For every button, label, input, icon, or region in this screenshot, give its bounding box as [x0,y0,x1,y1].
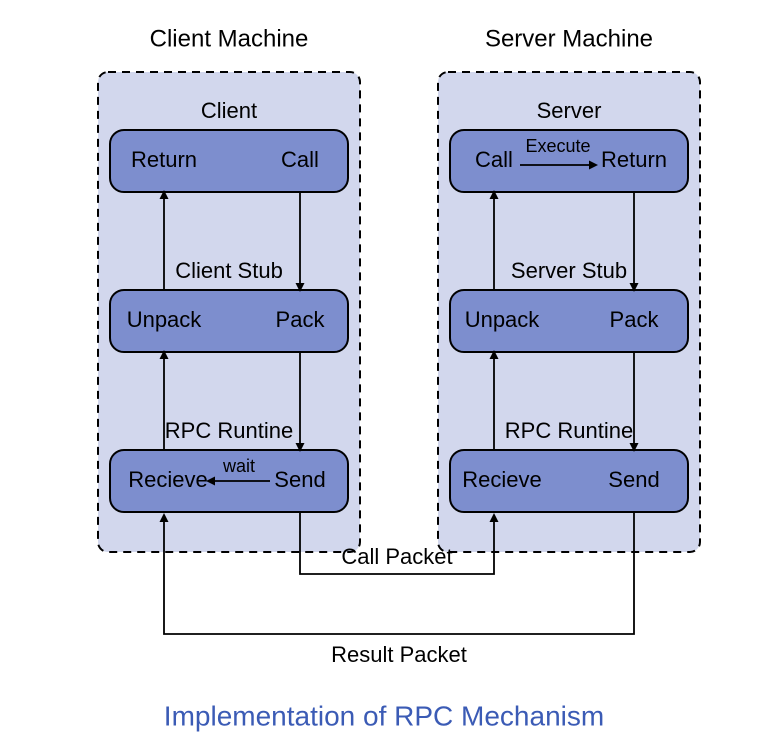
server-send: Send [608,467,659,492]
client-stub-title: Client Stub [175,258,283,283]
server-top-title: Server [537,98,602,123]
client-return: Return [131,147,197,172]
server-runtime-title: RPC Runtine [505,418,633,443]
diagram-caption: Implementation of RPC Mechanism [164,700,604,731]
client-wait-label: wait [222,456,255,476]
server-execute-label: Execute [525,136,590,156]
client-send: Send [274,467,325,492]
server-stub-title: Server Stub [511,258,627,283]
client-unpack: Unpack [127,307,203,332]
client-top-title: Client [201,98,257,123]
call-packet-label: Call Packet [341,544,452,569]
server-receive: Recieve [462,467,541,492]
client-call: Call [281,147,319,172]
server-pack: Pack [610,307,660,332]
server-unpack: Unpack [465,307,541,332]
server-return: Return [601,147,667,172]
server-call: Call [475,147,513,172]
client-runtime-title: RPC Runtine [165,418,293,443]
server-machine-title: Server Machine [485,25,653,52]
client-pack: Pack [276,307,326,332]
rpc-diagram: Client Machine Server Machine Client Client… [0,0,768,754]
client-receive: Recieve [128,467,207,492]
client-machine-title: Client Machine [150,25,309,52]
result-packet-label: Result Packet [331,642,467,667]
